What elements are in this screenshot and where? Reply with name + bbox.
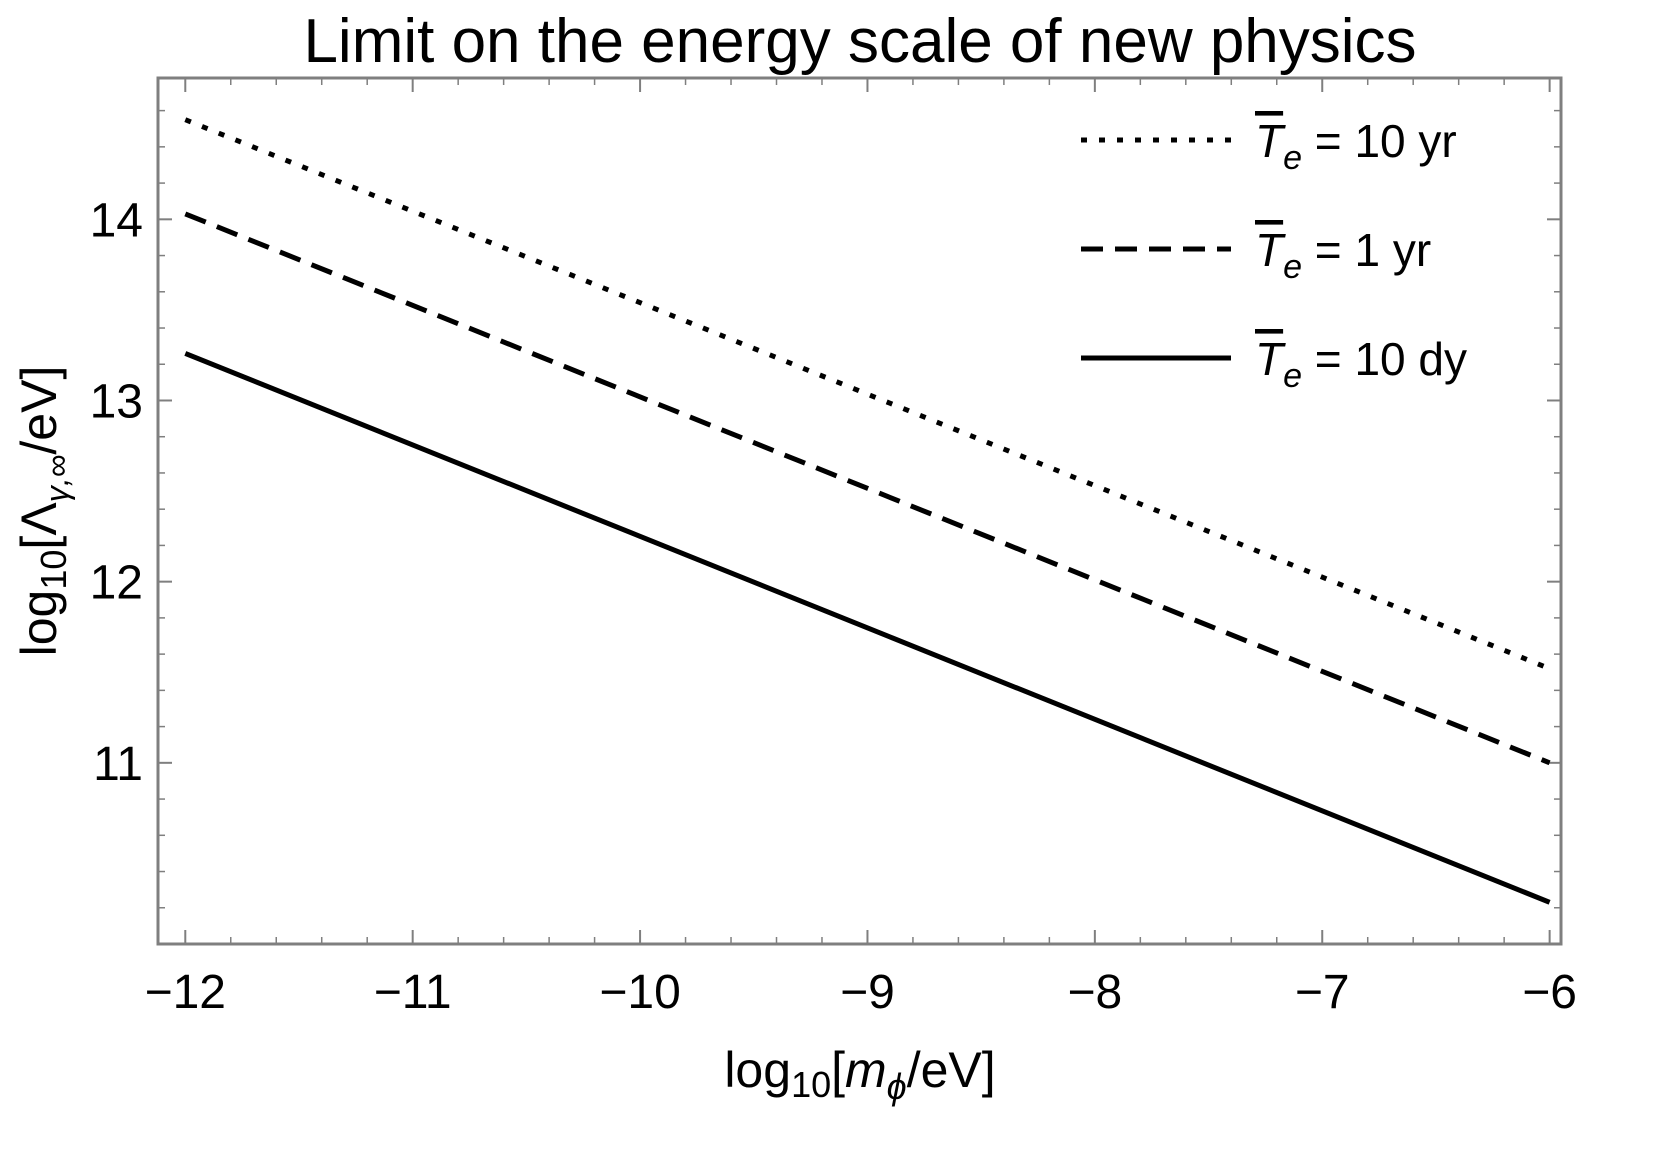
plot-frame — [156, 76, 1563, 946]
y-tick-label: 13 — [90, 375, 143, 428]
x-tick-label: −10 — [599, 966, 680, 1019]
series-line-solid — [184, 351, 1551, 905]
chart-title: Limit on the energy scale of new physics — [303, 7, 1416, 76]
x-tick-label: −6 — [1522, 966, 1577, 1019]
legend-label: Te = 10 yr — [1255, 115, 1457, 177]
y-axis-ticks: 11 12 13 14 — [90, 109, 1561, 909]
series-layer — [184, 117, 1551, 905]
y-tick-label: 11 — [93, 738, 143, 791]
legend-label: Te = 10 dy — [1255, 333, 1467, 395]
series-line-dashed — [184, 211, 1551, 766]
x-tick-label: −12 — [145, 966, 226, 1019]
x-axis-ticks: −12 −11 −10 −9 −8 −7 −6 — [145, 78, 1577, 1019]
y-tick-label: 12 — [90, 557, 143, 610]
legend: Te = 10 yr Te = 1 yr Te = 10 dy — [1081, 115, 1467, 395]
x-tick-label: −11 — [374, 966, 452, 1019]
series-line-dotted — [184, 117, 1551, 671]
y-axis-label: log10[Λγ,∞/eV] — [11, 366, 75, 657]
x-tick-label: −7 — [1295, 966, 1350, 1019]
x-tick-label: −8 — [1067, 966, 1122, 1019]
x-axis-label: log10[mϕ/eV] — [724, 1042, 995, 1107]
y-tick-label: 14 — [90, 194, 143, 247]
x-tick-label: −9 — [840, 966, 895, 1019]
legend-label: Te = 1 yr — [1255, 224, 1431, 286]
